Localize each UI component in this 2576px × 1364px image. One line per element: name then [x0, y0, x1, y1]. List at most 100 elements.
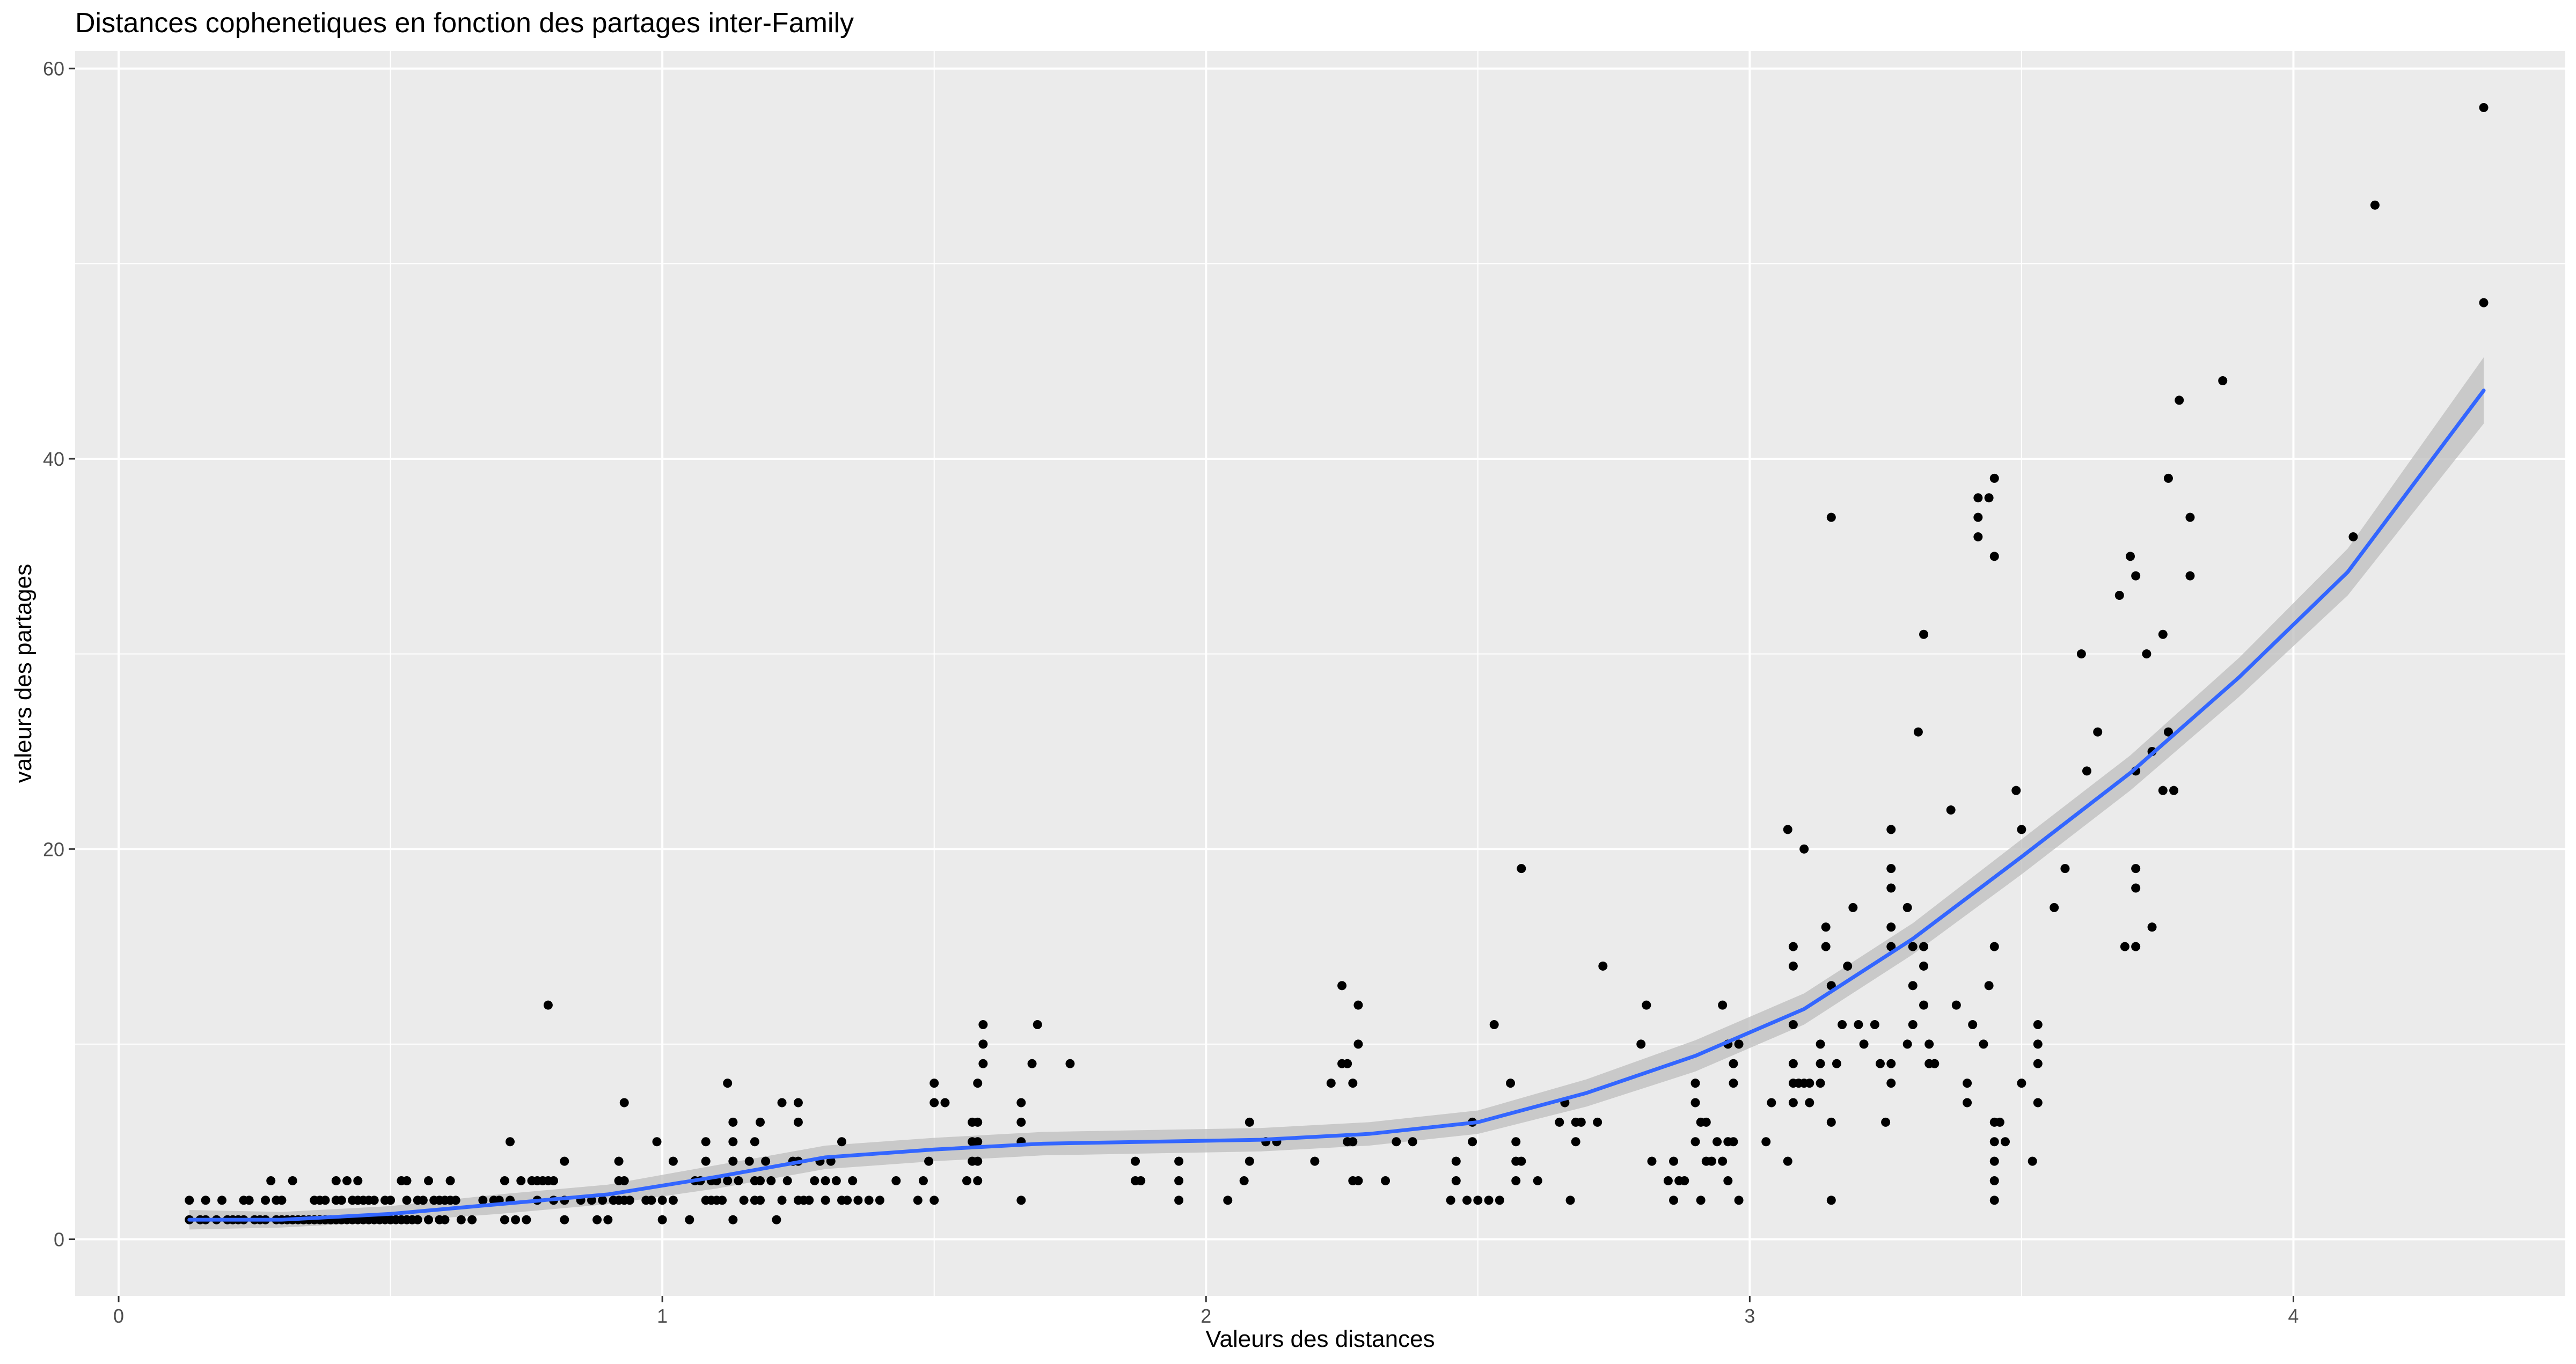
- data-point: [1348, 1079, 1358, 1088]
- data-point: [930, 1079, 939, 1088]
- data-point: [864, 1196, 874, 1205]
- data-point: [973, 1079, 983, 1088]
- data-point: [522, 1215, 531, 1224]
- data-point: [1174, 1176, 1184, 1185]
- data-point: [1571, 1137, 1580, 1147]
- data-point: [1593, 1117, 1602, 1127]
- data-point: [1838, 1020, 1847, 1030]
- data-point: [1875, 1059, 1885, 1068]
- x-tick-label: 2: [1201, 1305, 1211, 1327]
- data-point: [1919, 1000, 1929, 1010]
- data-point: [1718, 1156, 1728, 1166]
- data-point: [625, 1196, 634, 1205]
- data-point: [598, 1196, 608, 1205]
- data-point: [288, 1176, 297, 1185]
- data-point: [930, 1196, 939, 1205]
- data-point: [1690, 1098, 1700, 1108]
- data-point: [1016, 1196, 1026, 1205]
- data-point: [1902, 903, 1912, 912]
- data-point: [756, 1117, 765, 1127]
- smooth-curve-layer: [187, 388, 2486, 1222]
- data-point: [668, 1196, 678, 1205]
- data-point: [821, 1196, 830, 1205]
- data-point: [734, 1176, 743, 1185]
- data-point: [647, 1196, 656, 1205]
- data-point: [739, 1196, 749, 1205]
- data-point: [2126, 552, 2135, 561]
- data-point: [701, 1137, 711, 1147]
- data-point: [331, 1176, 341, 1185]
- data-point: [1984, 981, 1994, 991]
- data-point: [1989, 552, 1999, 561]
- data-point: [1065, 1059, 1075, 1068]
- data-point: [668, 1156, 678, 1166]
- data-point: [2142, 649, 2151, 659]
- data-point: [2033, 1020, 2043, 1030]
- data-point: [1995, 1117, 2004, 1127]
- data-point: [891, 1176, 901, 1185]
- y-tick-label: 0: [54, 1229, 64, 1251]
- data-point: [1886, 883, 1896, 893]
- data-point: [1788, 942, 1798, 951]
- data-point: [782, 1176, 792, 1185]
- data-point: [2033, 1039, 2043, 1049]
- data-point: [657, 1215, 667, 1224]
- data-point: [1669, 1196, 1679, 1205]
- data-point: [2050, 903, 2059, 912]
- data-point: [1647, 1156, 1657, 1166]
- data-point: [1517, 864, 1526, 874]
- data-point: [1576, 1117, 1586, 1127]
- data-point: [2017, 825, 2026, 834]
- data-point: [1517, 1156, 1526, 1166]
- data-point: [761, 1156, 771, 1166]
- data-point: [1908, 1020, 1918, 1030]
- data-point: [2131, 571, 2141, 581]
- data-point: [1696, 1196, 1706, 1205]
- data-point: [1821, 922, 1831, 932]
- data-point: [418, 1196, 428, 1205]
- data-point: [2082, 766, 2091, 776]
- data-point: [918, 1176, 928, 1185]
- data-point: [1701, 1117, 1711, 1127]
- data-point: [973, 1156, 983, 1166]
- data-point: [201, 1196, 210, 1205]
- data-point: [1473, 1196, 1483, 1205]
- y-tick-label: 40: [43, 448, 64, 470]
- data-point: [1832, 1059, 1841, 1068]
- x-tick-label: 1: [657, 1305, 668, 1327]
- data-point: [500, 1215, 509, 1224]
- data-point: [728, 1117, 738, 1127]
- data-point: [793, 1098, 803, 1108]
- data-point: [978, 1039, 988, 1049]
- grid-lines: [75, 51, 2565, 1296]
- data-point: [386, 1196, 396, 1205]
- data-point: [2479, 298, 2489, 307]
- data-point: [1027, 1059, 1037, 1068]
- data-point: [505, 1137, 515, 1147]
- data-point: [2114, 591, 2124, 600]
- data-point: [1761, 1137, 1771, 1147]
- data-point: [1886, 825, 1896, 834]
- data-point: [440, 1215, 450, 1224]
- data-point: [261, 1196, 270, 1205]
- data-point: [413, 1215, 422, 1224]
- data-point: [1973, 493, 1983, 503]
- data-point: [728, 1156, 738, 1166]
- data-point: [614, 1156, 624, 1166]
- data-point: [592, 1215, 602, 1224]
- data-point: [723, 1079, 733, 1088]
- data-point: [543, 1000, 553, 1010]
- y-tick-label: 20: [43, 838, 64, 860]
- data-point: [619, 1098, 629, 1108]
- data-point: [1886, 864, 1896, 874]
- data-point: [2479, 102, 2489, 112]
- x-tick-label: 0: [113, 1305, 124, 1327]
- data-point: [1788, 1059, 1798, 1068]
- data-point: [1989, 1196, 1999, 1205]
- data-point: [962, 1176, 971, 1185]
- data-point: [2120, 942, 2129, 951]
- data-point: [560, 1215, 569, 1224]
- data-point: [2175, 395, 2184, 405]
- data-point: [1924, 1039, 1934, 1049]
